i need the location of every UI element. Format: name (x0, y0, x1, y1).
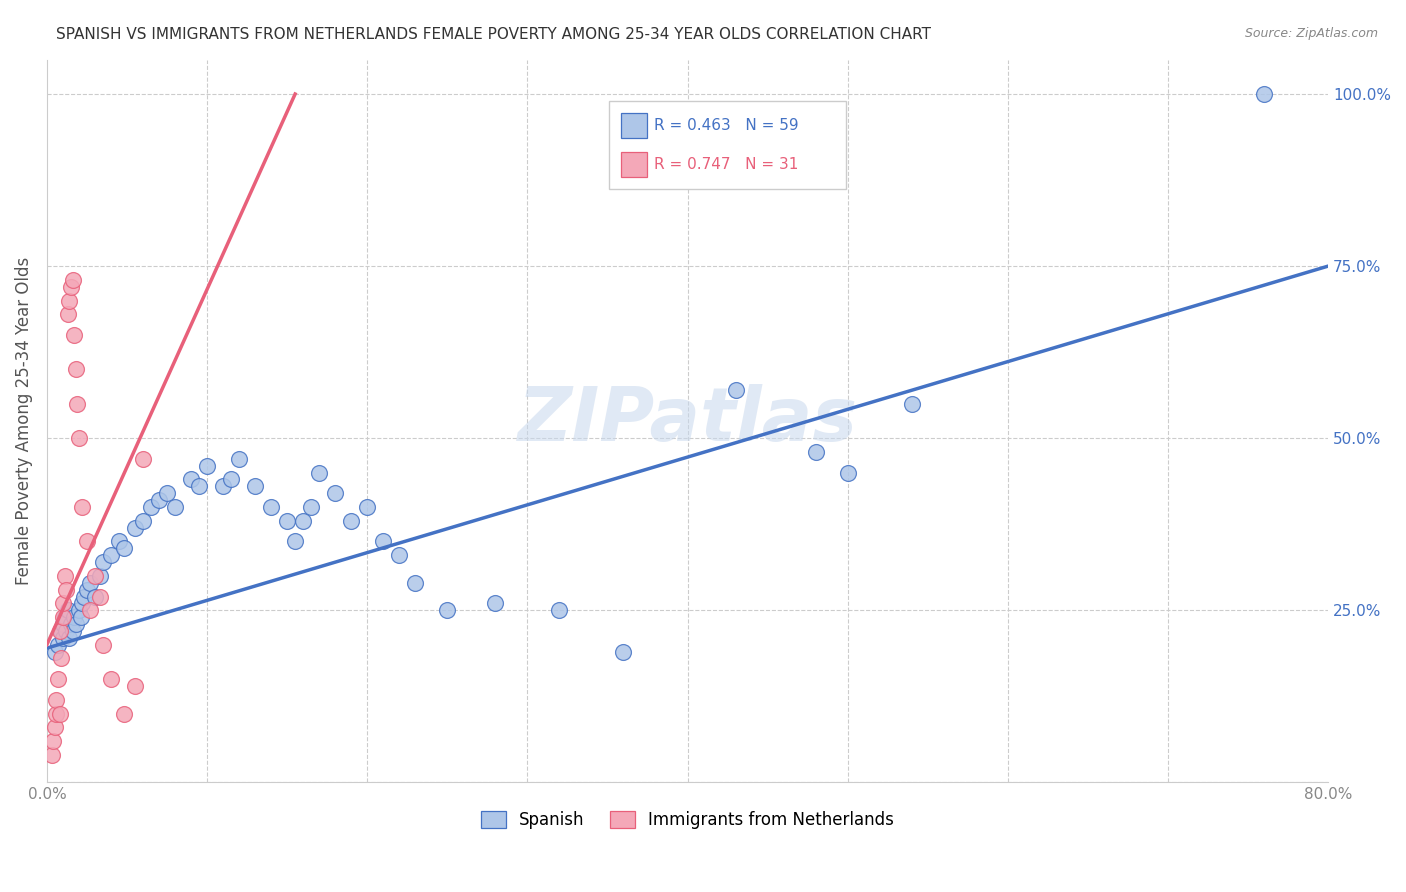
Point (53, 610, 76, 624)
Point (65, 362, 87, 376)
Point (112, 706, 135, 721)
Point (228, 451, 250, 466)
Point (65, 617, 87, 632)
Text: SPANISH VS IMMIGRANTS FROM NETHERLANDS FEMALE POVERTY AMONG 25-34 YEAR OLDS CORR: SPANISH VS IMMIGRANTS FROM NETHERLANDS F… (56, 27, 931, 42)
Point (41, 747, 63, 762)
Point (404, 575, 426, 590)
Point (837, 466, 859, 480)
Point (188, 479, 211, 493)
Point (292, 514, 315, 528)
Point (67, 603, 90, 617)
Point (53, 569, 76, 583)
Text: R = 0.463   N = 59: R = 0.463 N = 59 (654, 119, 799, 133)
Point (46, 638, 69, 652)
Point (340, 514, 363, 528)
Point (219, 473, 242, 487)
Point (79, 575, 101, 590)
Point (63, 610, 86, 624)
Point (180, 473, 202, 487)
Point (804, 445, 827, 459)
Point (45, 706, 67, 721)
Point (724, 383, 747, 397)
Point (52, 631, 75, 645)
Point (69, 610, 91, 624)
Point (323, 486, 346, 500)
Point (63, 327, 86, 342)
Point (195, 458, 218, 473)
Point (58, 293, 80, 308)
Text: R = 0.747   N = 31: R = 0.747 N = 31 (654, 157, 799, 171)
Text: Source: ZipAtlas.com: Source: ZipAtlas.com (1244, 27, 1378, 40)
Point (124, 521, 146, 535)
Point (56, 603, 79, 617)
Point (163, 500, 186, 514)
Point (44, 720, 66, 734)
Point (89, 569, 111, 583)
Point (76, 582, 98, 597)
Point (44, 644, 66, 658)
Point (59, 279, 82, 293)
Point (139, 500, 162, 514)
Point (148, 493, 170, 508)
Point (84, 590, 107, 604)
Point (48, 706, 70, 721)
Point (52, 596, 75, 610)
Point (132, 451, 155, 466)
Y-axis label: Female Poverty Among 25-34 Year Olds: Female Poverty Among 25-34 Year Olds (15, 257, 32, 585)
Point (52, 617, 75, 632)
Text: ZIPatlas: ZIPatlas (517, 384, 858, 458)
Point (100, 548, 122, 562)
Point (612, 644, 634, 658)
Point (91, 638, 114, 652)
Point (900, 397, 922, 411)
Point (132, 514, 155, 528)
Point (52, 610, 75, 624)
Point (356, 500, 378, 514)
Point (62, 624, 84, 638)
Point (51, 624, 73, 638)
Point (1253, 87, 1275, 101)
Point (548, 603, 571, 617)
Point (66, 397, 89, 411)
Point (51, 651, 73, 665)
Point (112, 541, 135, 556)
Point (484, 596, 506, 610)
Legend: Spanish, Immigrants from Netherlands: Spanish, Immigrants from Netherlands (474, 804, 901, 836)
Point (260, 500, 283, 514)
Point (79, 603, 101, 617)
Point (73, 590, 96, 604)
Point (46, 672, 69, 686)
Point (84, 569, 107, 583)
Point (76, 534, 98, 549)
Point (91, 555, 114, 569)
Point (373, 534, 395, 549)
Point (156, 486, 179, 500)
Point (59, 617, 82, 632)
Point (108, 534, 131, 549)
Point (67, 431, 90, 445)
Point (276, 514, 298, 528)
Point (48, 624, 70, 638)
Point (124, 679, 146, 693)
Point (62, 273, 84, 287)
Point (100, 672, 122, 686)
Point (70, 596, 93, 610)
Point (58, 631, 80, 645)
Point (89, 590, 111, 604)
Point (388, 548, 411, 562)
Point (436, 603, 458, 617)
Point (70, 500, 93, 514)
Point (308, 466, 330, 480)
Point (56, 307, 79, 321)
Point (42, 734, 65, 748)
Point (55, 582, 77, 597)
Point (212, 479, 235, 493)
Point (45, 692, 67, 706)
Point (284, 534, 307, 549)
Point (299, 500, 322, 514)
Point (55, 624, 77, 638)
Point (243, 479, 266, 493)
